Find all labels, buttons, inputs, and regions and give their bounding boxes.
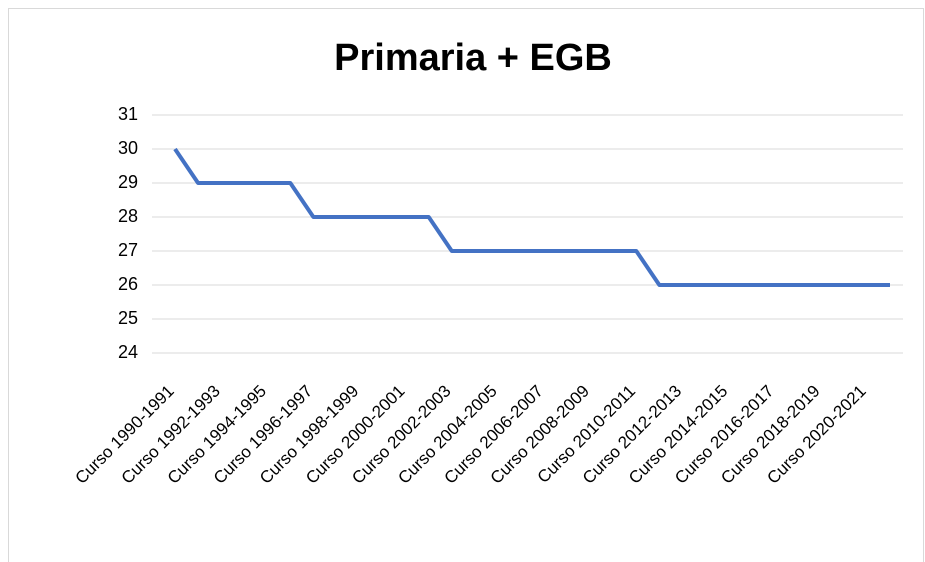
y-tick-label: 25 xyxy=(118,308,138,328)
y-tick-label: 26 xyxy=(118,274,138,294)
data-line xyxy=(173,147,890,287)
y-tick-label: 28 xyxy=(118,206,138,226)
y-tick-label: 31 xyxy=(118,104,138,124)
y-tick-label: 30 xyxy=(118,138,138,158)
y-tick-label: 27 xyxy=(118,240,138,260)
y-tick-label: 29 xyxy=(118,172,138,192)
chart-title: Primaria + EGB xyxy=(334,37,612,79)
y-tick-label: 24 xyxy=(118,342,138,362)
